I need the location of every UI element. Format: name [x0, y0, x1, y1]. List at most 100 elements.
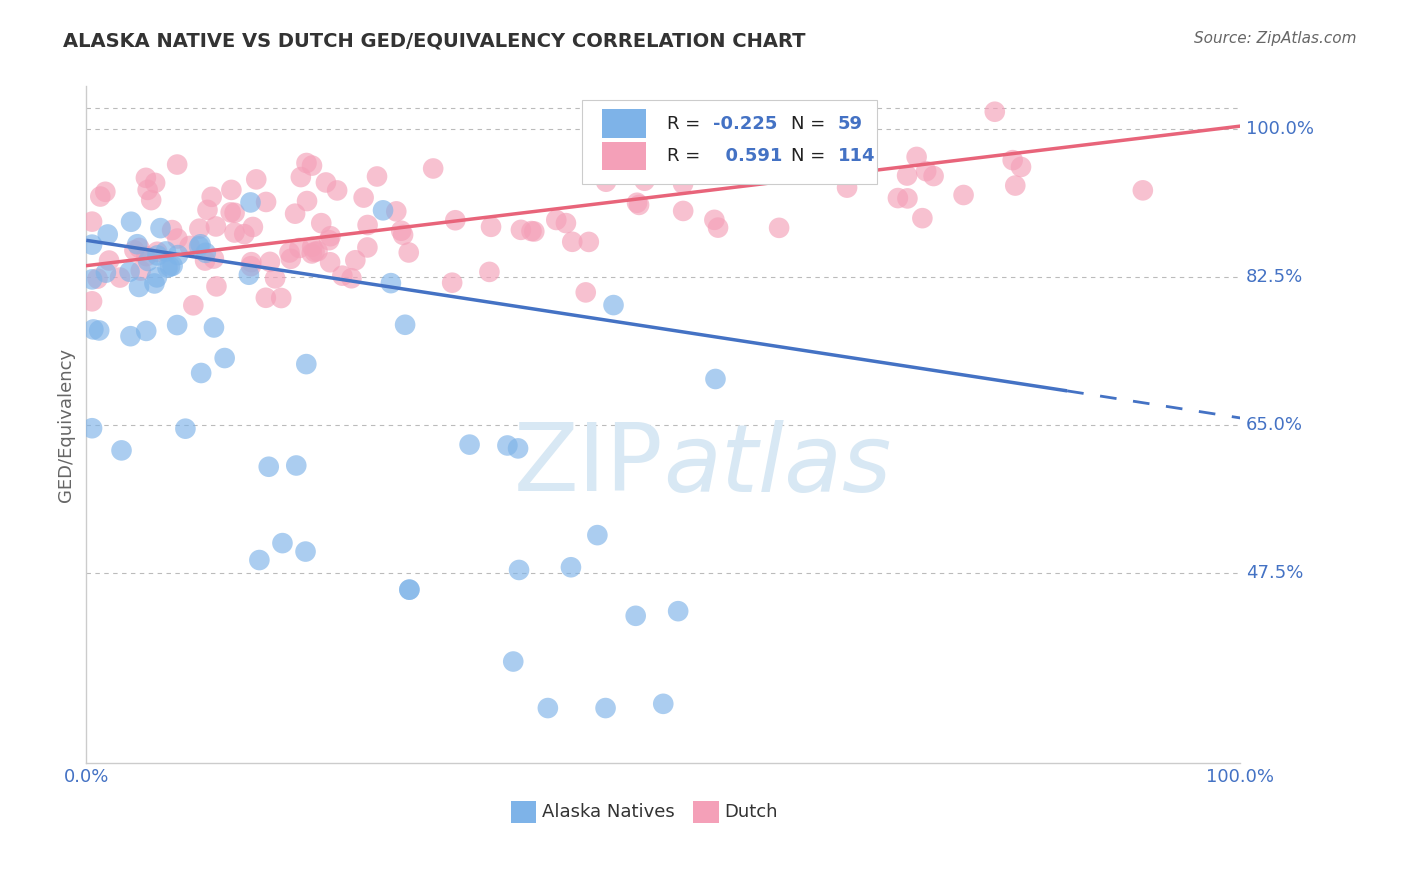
Text: Dutch: Dutch: [724, 803, 778, 821]
Point: [80, 272, 103, 286]
Point: [143, 176, 166, 190]
Point: [159, 260, 181, 274]
Point: [201, 190, 224, 204]
FancyBboxPatch shape: [602, 110, 645, 137]
Text: 114: 114: [838, 147, 875, 165]
Point: [166, 157, 188, 171]
Point: [703, 212, 725, 227]
Point: [80, 237, 103, 252]
Text: 100.0%: 100.0%: [1246, 120, 1315, 137]
Point: [307, 244, 329, 259]
Point: [356, 240, 378, 254]
Point: [560, 560, 582, 574]
FancyBboxPatch shape: [602, 142, 645, 170]
Point: [602, 298, 624, 312]
Point: [166, 231, 188, 245]
Point: [290, 170, 312, 185]
Point: [301, 246, 323, 260]
Point: [167, 248, 190, 262]
Point: [502, 655, 524, 669]
Point: [496, 438, 519, 452]
Point: [166, 318, 188, 332]
Point: [896, 169, 918, 183]
Point: [233, 227, 256, 241]
Point: [422, 161, 444, 176]
Point: [80, 421, 103, 435]
Text: Alaska Natives: Alaska Natives: [543, 803, 675, 821]
Point: [288, 241, 311, 255]
Point: [330, 268, 353, 283]
Point: [398, 582, 420, 597]
Point: [120, 215, 142, 229]
Point: [174, 422, 197, 436]
Point: [129, 263, 152, 277]
Point: [188, 239, 211, 253]
Point: [315, 176, 337, 190]
Point: [506, 442, 529, 456]
Point: [605, 161, 627, 176]
Point: [520, 224, 543, 238]
Point: [835, 180, 858, 194]
Point: [344, 253, 367, 268]
Point: [672, 203, 695, 218]
Point: [304, 244, 326, 259]
Point: [89, 189, 111, 203]
Point: [595, 701, 617, 715]
Text: N =: N =: [792, 114, 831, 133]
Point: [135, 324, 157, 338]
Point: [896, 191, 918, 205]
Text: R =: R =: [666, 147, 706, 165]
Text: ALASKA NATIVE VS DUTCH GED/EQUIVALENCY CORRELATION CHART: ALASKA NATIVE VS DUTCH GED/EQUIVALENCY C…: [63, 31, 806, 50]
Point: [146, 244, 169, 259]
Point: [984, 104, 1007, 119]
Point: [141, 193, 163, 207]
Point: [295, 357, 318, 371]
Point: [136, 254, 159, 268]
Point: [508, 563, 530, 577]
Point: [219, 205, 242, 219]
Point: [523, 224, 546, 238]
Point: [110, 443, 132, 458]
Point: [257, 459, 280, 474]
Point: [240, 255, 263, 269]
Point: [652, 697, 675, 711]
Point: [98, 253, 121, 268]
Point: [118, 265, 141, 279]
Point: [149, 221, 172, 235]
Point: [626, 195, 648, 210]
Point: [546, 213, 568, 227]
Point: [162, 259, 184, 273]
Text: atlas: atlas: [664, 420, 891, 511]
Point: [666, 604, 689, 618]
Point: [94, 185, 117, 199]
Point: [264, 271, 287, 285]
Point: [247, 553, 270, 567]
Point: [194, 245, 217, 260]
Point: [205, 279, 228, 293]
Text: Source: ZipAtlas.com: Source: ZipAtlas.com: [1194, 31, 1357, 46]
Point: [280, 252, 302, 266]
Text: 59: 59: [838, 114, 862, 133]
Point: [389, 224, 412, 238]
Point: [183, 298, 205, 312]
Point: [224, 206, 246, 220]
Point: [285, 458, 308, 473]
Point: [353, 191, 375, 205]
Point: [595, 175, 617, 189]
Point: [1004, 178, 1026, 193]
Text: 65.0%: 65.0%: [1246, 416, 1303, 434]
Point: [326, 183, 349, 197]
Point: [124, 244, 146, 258]
Point: [239, 259, 262, 273]
Point: [911, 211, 934, 226]
Point: [1001, 153, 1024, 168]
Text: N =: N =: [792, 147, 831, 165]
Point: [441, 276, 464, 290]
Text: 0.591: 0.591: [713, 147, 782, 165]
Point: [398, 582, 420, 597]
Point: [952, 188, 974, 202]
Point: [672, 177, 695, 191]
Point: [633, 174, 655, 188]
Point: [190, 366, 212, 380]
Point: [271, 536, 294, 550]
